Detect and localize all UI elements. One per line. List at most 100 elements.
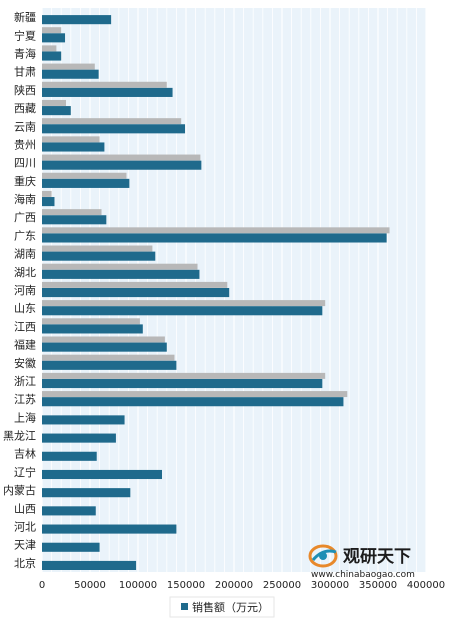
watermark: 观研天下 www.chinabaogao.com — [308, 544, 415, 580]
bar-shadow — [42, 372, 326, 379]
bar-浙江 — [42, 378, 323, 389]
bar-甘肃 — [42, 69, 99, 79]
bar-新疆 — [42, 15, 112, 25]
bar-shadow — [42, 154, 201, 161]
x-tick-label: 400000 — [407, 580, 445, 591]
bar-西藏 — [42, 106, 71, 116]
category-label: 辽宁 — [14, 465, 36, 479]
bar-辽宁 — [42, 469, 162, 480]
bar-吉林 — [42, 451, 97, 461]
category-label: 西藏 — [14, 102, 36, 115]
bar-shadow — [42, 318, 140, 325]
bar-湖北 — [42, 269, 200, 279]
bar-shadow — [42, 245, 153, 252]
bar-shadow — [42, 354, 175, 361]
bar-广东 — [42, 233, 387, 243]
bar-安徽 — [42, 360, 177, 370]
bar-shadow — [42, 391, 348, 398]
watermark-logo — [308, 544, 338, 568]
bar-shadow — [42, 172, 127, 179]
bar-宁夏 — [42, 33, 66, 43]
watermark-url: www.chinabaogao.com — [311, 570, 415, 580]
category-label: 天津 — [14, 539, 36, 552]
bar-天津 — [42, 542, 100, 552]
x-tick-label: 50000 — [74, 580, 106, 591]
bar-福建 — [42, 342, 167, 352]
bars — [42, 15, 390, 570]
category-label: 安徽 — [14, 356, 36, 370]
bar-shadow — [42, 63, 95, 70]
category-label: 福建 — [14, 338, 36, 352]
category-label: 山西 — [14, 502, 36, 515]
bar-山东 — [42, 306, 323, 316]
bar-贵州 — [42, 142, 105, 152]
category-label: 江苏 — [14, 393, 36, 406]
x-tick-label: 100000 — [119, 580, 157, 591]
x-tick-label: 350000 — [359, 580, 397, 591]
x-tick-labels: 0 50000 100000 150000 200000 250000 300000 3500… — [39, 580, 445, 591]
legend-swatch — [181, 603, 188, 610]
bar-山西 — [42, 506, 96, 516]
bar-shadow — [42, 300, 326, 307]
bar-shadow — [42, 136, 100, 143]
bar-河北 — [42, 524, 177, 534]
category-label: 甘肃 — [14, 66, 36, 79]
category-label: 陕西 — [14, 83, 36, 97]
bar-内蒙古 — [42, 488, 131, 498]
legend-label: 销售额（万元） — [192, 600, 269, 614]
category-label: 广东 — [14, 229, 36, 242]
x-tick-label: 200000 — [215, 580, 253, 591]
x-tick-label: 0 — [39, 580, 45, 591]
bar-四川 — [42, 160, 202, 170]
bar-shadow — [42, 190, 52, 197]
category-label: 河南 — [14, 284, 36, 297]
bar-shadow — [42, 227, 390, 234]
watermark-brand: 观研天下 — [342, 547, 411, 567]
x-tick-label: 150000 — [167, 580, 205, 591]
bar-shadow — [42, 99, 66, 106]
category-label: 宁夏 — [14, 28, 36, 42]
bar-shadow — [42, 27, 62, 34]
bar-shadow — [42, 281, 228, 288]
category-label: 浙江 — [14, 375, 36, 388]
category-label: 重庆 — [14, 174, 36, 188]
category-label: 上海 — [14, 410, 36, 424]
category-label: 广西 — [14, 211, 36, 224]
bar-云南 — [42, 124, 186, 134]
bar-湖南 — [42, 251, 156, 261]
category-label: 贵州 — [14, 138, 36, 151]
bar-江苏 — [42, 397, 344, 407]
bar-青海 — [42, 51, 62, 61]
bar-shadow — [42, 45, 57, 52]
bar-shadow — [42, 209, 102, 216]
bar-广西 — [42, 215, 107, 225]
bar-shadow — [42, 263, 198, 270]
category-label: 湖南 — [14, 248, 36, 261]
bar-河南 — [42, 288, 230, 298]
bar-北京 — [42, 560, 137, 570]
bar-shadow — [42, 336, 165, 343]
category-label: 江西 — [14, 320, 36, 333]
x-tick-label: 300000 — [311, 580, 349, 591]
category-label: 北京 — [14, 556, 36, 570]
category-label: 新疆 — [14, 10, 36, 24]
bar-重庆 — [42, 178, 130, 188]
bar-上海 — [42, 415, 125, 425]
category-labels: 新疆宁夏青海甘肃陕西西藏云南贵州四川重庆海南广西广东湖南湖北河南山东江西福建安徽… — [3, 10, 36, 570]
bar-陕西 — [42, 87, 173, 97]
category-label: 湖北 — [14, 266, 36, 279]
category-label: 海南 — [14, 192, 36, 206]
bar-黑龙江 — [42, 433, 116, 443]
category-label: 吉林 — [14, 447, 36, 461]
category-label: 云南 — [14, 120, 36, 133]
x-tick-label: 250000 — [263, 580, 301, 591]
category-label: 青海 — [14, 46, 36, 60]
category-label: 山东 — [14, 302, 36, 315]
bar-shadow — [42, 81, 167, 88]
category-label: 四川 — [14, 157, 36, 170]
category-label: 内蒙古 — [3, 483, 36, 497]
category-label: 河北 — [14, 521, 36, 534]
legend-frame — [169, 596, 275, 618]
legend: 销售额（万元） — [169, 596, 275, 618]
